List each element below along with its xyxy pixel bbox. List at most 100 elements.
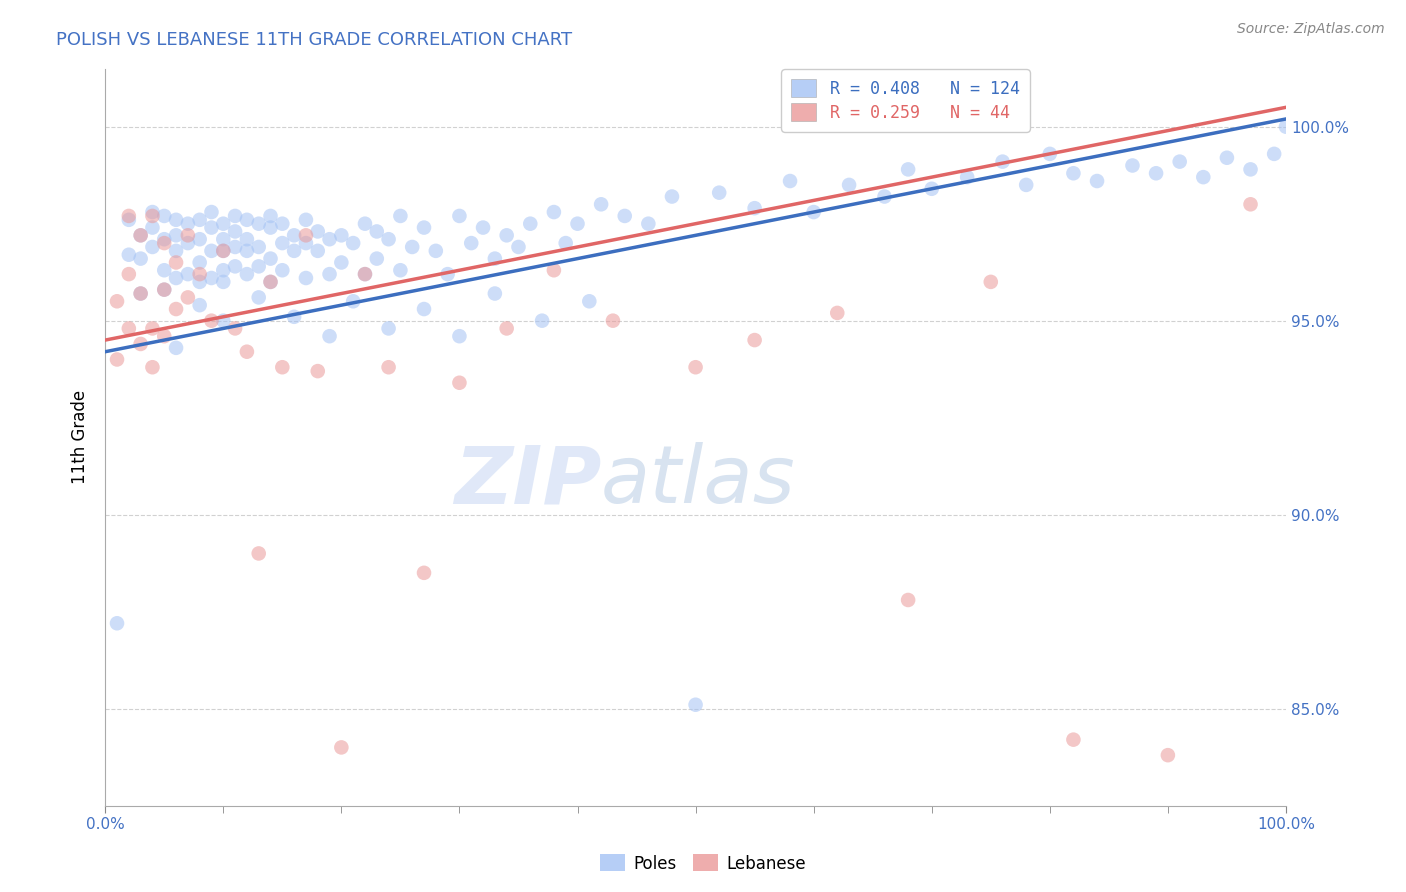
- Point: [200, 314, 222, 328]
- Point: [224, 224, 246, 238]
- Point: [827, 306, 849, 320]
- Point: [236, 232, 259, 246]
- Point: [177, 236, 200, 251]
- Point: [247, 290, 270, 304]
- Point: [377, 232, 399, 246]
- Point: [413, 301, 436, 316]
- Point: [449, 376, 471, 390]
- Point: [307, 364, 329, 378]
- Y-axis label: 11th Grade: 11th Grade: [72, 390, 89, 484]
- Point: [200, 271, 222, 285]
- Point: [153, 232, 176, 246]
- Point: [153, 283, 176, 297]
- Point: [118, 248, 141, 262]
- Point: [165, 271, 187, 285]
- Point: [165, 228, 187, 243]
- Point: [129, 286, 152, 301]
- Point: [295, 212, 318, 227]
- Point: [165, 244, 187, 258]
- Point: [354, 217, 377, 231]
- Point: [1263, 146, 1285, 161]
- Point: [212, 275, 235, 289]
- Point: [259, 275, 281, 289]
- Point: [330, 228, 353, 243]
- Point: [495, 228, 517, 243]
- Point: [283, 310, 305, 324]
- Point: [354, 267, 377, 281]
- Point: [141, 220, 163, 235]
- Point: [307, 244, 329, 258]
- Point: [188, 255, 211, 269]
- Point: [141, 205, 163, 219]
- Point: [519, 217, 541, 231]
- Point: [1239, 162, 1261, 177]
- Point: [1275, 120, 1298, 134]
- Point: [295, 271, 318, 285]
- Point: [259, 275, 281, 289]
- Point: [200, 244, 222, 258]
- Point: [212, 263, 235, 277]
- Point: [153, 209, 176, 223]
- Point: [118, 321, 141, 335]
- Point: [567, 217, 589, 231]
- Point: [991, 154, 1014, 169]
- Point: [129, 286, 152, 301]
- Point: [661, 189, 683, 203]
- Point: [224, 240, 246, 254]
- Point: [271, 217, 294, 231]
- Point: [247, 240, 270, 254]
- Point: [1085, 174, 1108, 188]
- Point: [153, 236, 176, 251]
- Point: [247, 260, 270, 274]
- Point: [271, 360, 294, 375]
- Point: [318, 267, 340, 281]
- Text: Source: ZipAtlas.com: Source: ZipAtlas.com: [1237, 22, 1385, 37]
- Point: [484, 252, 506, 266]
- Point: [129, 337, 152, 351]
- Point: [165, 212, 187, 227]
- Point: [188, 275, 211, 289]
- Point: [129, 228, 152, 243]
- Point: [247, 546, 270, 560]
- Point: [436, 267, 458, 281]
- Point: [188, 212, 211, 227]
- Point: [591, 197, 613, 211]
- Point: [1239, 197, 1261, 211]
- Point: [389, 263, 412, 277]
- Point: [212, 244, 235, 258]
- Point: [779, 174, 801, 188]
- Point: [307, 224, 329, 238]
- Point: [153, 263, 176, 277]
- Point: [224, 209, 246, 223]
- Point: [685, 698, 707, 712]
- Point: [803, 205, 825, 219]
- Point: [318, 329, 340, 343]
- Point: [188, 298, 211, 312]
- Point: [449, 209, 471, 223]
- Point: [1157, 748, 1180, 763]
- Point: [897, 162, 920, 177]
- Point: [554, 236, 576, 251]
- Text: POLISH VS LEBANESE 11TH GRADE CORRELATION CHART: POLISH VS LEBANESE 11TH GRADE CORRELATIO…: [56, 31, 572, 49]
- Point: [236, 212, 259, 227]
- Point: [177, 267, 200, 281]
- Point: [141, 209, 163, 223]
- Point: [330, 740, 353, 755]
- Point: [1192, 170, 1215, 185]
- Point: [236, 267, 259, 281]
- Point: [129, 228, 152, 243]
- Point: [744, 333, 766, 347]
- Point: [177, 217, 200, 231]
- Point: [495, 321, 517, 335]
- Text: atlas: atlas: [602, 442, 796, 520]
- Point: [366, 252, 388, 266]
- Point: [838, 178, 860, 192]
- Point: [212, 314, 235, 328]
- Point: [212, 232, 235, 246]
- Text: ZIP: ZIP: [454, 442, 602, 520]
- Point: [602, 314, 624, 328]
- Point: [224, 321, 246, 335]
- Point: [401, 240, 423, 254]
- Point: [1216, 151, 1239, 165]
- Point: [531, 314, 554, 328]
